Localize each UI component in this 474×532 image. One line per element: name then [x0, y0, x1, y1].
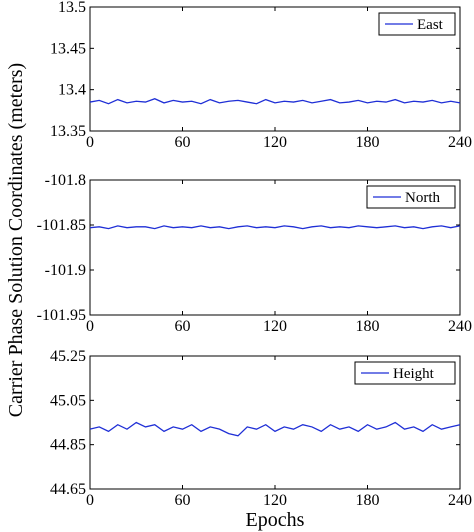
y-tick-label: -101.85	[37, 217, 86, 234]
chart-panel-height: 0 60 120 180 240 44.65 44.85 45.05 45.25 Height	[50, 348, 472, 509]
x-axis-title: Epochs	[246, 509, 305, 531]
legend: East	[378, 12, 456, 36]
y-tick-label: 45.05	[50, 392, 86, 409]
x-tick-label: 0	[86, 318, 94, 335]
x-tick-label: 180	[356, 134, 380, 151]
series-line	[89, 98, 461, 105]
chart-panel-north: 0 60 120 180 240 -101.95 -101.9 -101.85 -101.8 No…	[37, 172, 472, 335]
x-tick-label: 60	[175, 134, 191, 151]
y-tick-label: 44.85	[50, 437, 86, 454]
x-tick-label: 120	[263, 134, 287, 151]
series-line	[89, 225, 461, 230]
x-tick-label: 60	[175, 492, 191, 509]
y-tick-label: 45.25	[50, 348, 86, 365]
legend-box	[378, 12, 456, 36]
x-tick-label: 180	[356, 318, 380, 335]
y-tick-label: 13.5	[58, 0, 86, 16]
legend: Height	[354, 361, 456, 385]
legend-box	[366, 185, 456, 209]
x-tick-label: 0	[86, 134, 94, 151]
x-tick-label: 240	[448, 318, 472, 335]
y-tick-label: -101.9	[45, 262, 86, 279]
y-tick-label: 13.35	[50, 123, 86, 140]
y-tick-label: 13.45	[50, 40, 86, 57]
series-line	[89, 421, 461, 437]
x-tick-label: 240	[448, 492, 472, 509]
chart-panels: 0 60 120 180 240 13.35 13.4 13.45 13.5 East 0 60 120…	[37, 0, 472, 509]
x-tick-label: 120	[263, 318, 287, 335]
x-tick-label: 180	[356, 492, 380, 509]
legend-box	[354, 361, 456, 385]
x-tick-label: 240	[448, 134, 472, 151]
chart-panel-east: 0 60 120 180 240 13.35 13.4 13.45 13.5 East	[50, 0, 472, 151]
y-tick-label: -101.8	[45, 172, 86, 189]
legend-label: North	[405, 190, 440, 206]
y-tick-label: 13.4	[58, 82, 86, 99]
x-tick-label: 120	[263, 492, 287, 509]
legend-label: East	[417, 17, 444, 33]
y-axis-title: Carrier Phase Solution Coordinates (mete…	[5, 63, 27, 417]
y-tick-label: -101.95	[37, 307, 86, 324]
x-tick-label: 0	[86, 492, 94, 509]
x-tick-label: 60	[175, 318, 191, 335]
y-tick-label: 44.65	[50, 481, 86, 498]
legend: North	[366, 185, 456, 209]
legend-label: Height	[393, 366, 435, 382]
